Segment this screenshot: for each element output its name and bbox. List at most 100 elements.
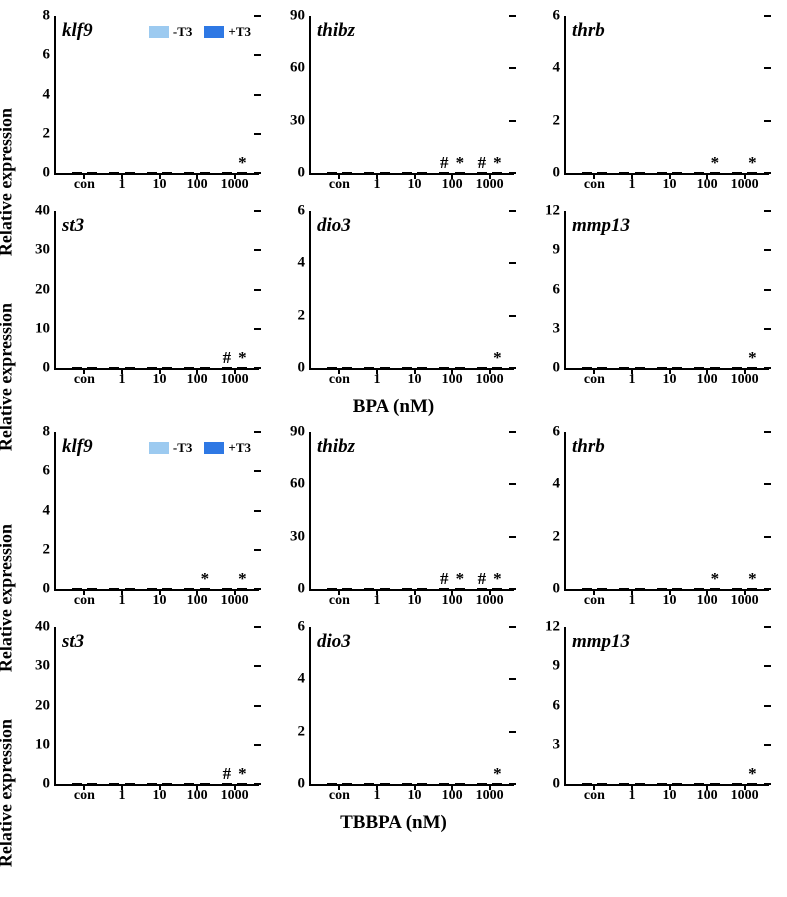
- x-tick-mark: [414, 589, 416, 595]
- x-tick-mark: [593, 173, 595, 179]
- x-tick-mark: [159, 589, 161, 595]
- x-tick-mark: [706, 589, 708, 595]
- bars-container: #*#*: [311, 432, 514, 589]
- plot-area: thrb0246con1101001000**: [564, 16, 769, 175]
- chart-panel: thibz0306090con1101001000#*#*: [265, 10, 520, 205]
- x-tick-mark: [338, 368, 340, 374]
- significance-star: *: [235, 348, 249, 368]
- chart-panel: Relative expressionklf9-T3+T302468con110…: [10, 426, 265, 621]
- x-tick-mark: [451, 589, 453, 595]
- y-tick-label: 4: [553, 476, 567, 493]
- x-tick-mark: [593, 784, 595, 790]
- significance-star: *: [235, 153, 249, 173]
- chart-panel: thrb0246con1101001000**: [520, 10, 775, 205]
- x-tick-mark: [376, 173, 378, 179]
- y-tick-label: 4: [43, 86, 57, 103]
- y-tick-label: 20: [35, 281, 56, 298]
- y-tick-label: 2: [298, 723, 312, 740]
- x-tick-mark: [234, 784, 236, 790]
- x-tick-mark: [159, 784, 161, 790]
- significance-hash: #: [220, 348, 234, 368]
- significance-star: *: [490, 348, 504, 368]
- x-tick-mark: [744, 173, 746, 179]
- significance-star: *: [745, 348, 759, 368]
- y-tick-label: 8: [43, 8, 57, 25]
- significance-star: *: [708, 153, 722, 173]
- panel-row: Relative expressionklf9-T3+T302468con110…: [10, 426, 777, 621]
- x-tick-mark: [234, 173, 236, 179]
- x-tick-mark: [159, 173, 161, 179]
- significance-hash: #: [475, 153, 489, 173]
- bars-container: *: [56, 16, 259, 173]
- figure: Relative expressionklf9-T3+T302468con110…: [10, 10, 777, 842]
- y-tick-label: 6: [553, 8, 567, 25]
- significance-hash: #: [437, 153, 451, 173]
- y-tick-label: 2: [298, 307, 312, 324]
- plot-area: mmp13036912con1101001000*: [564, 627, 769, 786]
- x-tick-mark: [83, 784, 85, 790]
- significance-star: *: [490, 569, 504, 589]
- x-tick-mark: [451, 173, 453, 179]
- y-tick-label: 9: [553, 658, 567, 675]
- x-tick-mark: [414, 368, 416, 374]
- x-tick-mark: [669, 368, 671, 374]
- chart-panel: Relative expressionklf9-T3+T302468con110…: [10, 10, 265, 205]
- y-tick-label: 0: [553, 165, 567, 182]
- x-tick-mark: [489, 784, 491, 790]
- y-tick-label: 4: [553, 60, 567, 77]
- chart-panel: Relative expressionst3010203040con110100…: [10, 205, 265, 400]
- plot-area: dio30246con1101001000*: [309, 627, 514, 786]
- x-tick-mark: [338, 784, 340, 790]
- x-tick-mark: [669, 173, 671, 179]
- x-tick-mark: [83, 173, 85, 179]
- y-tick-label: 30: [290, 528, 311, 545]
- significance-star: *: [235, 569, 249, 589]
- bars-container: **: [56, 432, 259, 589]
- y-tick-label: 6: [553, 424, 567, 441]
- bars-container: *: [566, 211, 769, 368]
- y-tick-label: 0: [298, 776, 312, 793]
- plot-area: klf9-T3+T302468con1101001000**: [54, 432, 259, 591]
- y-tick-label: 40: [35, 203, 56, 220]
- x-tick-mark: [706, 368, 708, 374]
- x-tick-mark: [744, 589, 746, 595]
- y-tick-label: 9: [553, 242, 567, 259]
- y-axis-label: Relative expression: [0, 719, 17, 867]
- y-tick-label: 2: [43, 541, 57, 558]
- y-tick-label: 90: [290, 424, 311, 441]
- y-tick-label: 6: [43, 463, 57, 480]
- plot-area: mmp13036912con1101001000*: [564, 211, 769, 370]
- x-tick-mark: [706, 173, 708, 179]
- significance-star: *: [453, 569, 467, 589]
- x-tick-mark: [593, 368, 595, 374]
- x-tick-mark: [121, 368, 123, 374]
- x-tick-mark: [744, 368, 746, 374]
- significance-star: *: [453, 153, 467, 173]
- y-tick-label: 3: [553, 320, 567, 337]
- x-tick-mark: [376, 784, 378, 790]
- y-tick-label: 6: [553, 697, 567, 714]
- chart-panel: dio30246con1101001000*: [265, 205, 520, 400]
- y-tick-label: 0: [43, 165, 57, 182]
- chart-panel: thibz0306090con1101001000#*#*: [265, 426, 520, 621]
- x-tick-mark: [451, 784, 453, 790]
- x-tick-mark: [121, 173, 123, 179]
- x-tick-mark: [593, 589, 595, 595]
- x-tick-mark: [451, 368, 453, 374]
- y-tick-label: 30: [35, 242, 56, 259]
- y-tick-label: 2: [43, 125, 57, 142]
- x-tick-mark: [196, 589, 198, 595]
- x-tick-mark: [744, 784, 746, 790]
- compound-block: Relative expressionklf9-T3+T302468con110…: [10, 10, 777, 426]
- significance-hash: #: [220, 764, 234, 784]
- significance-star: *: [490, 764, 504, 784]
- x-tick-mark: [196, 173, 198, 179]
- plot-area: st3010203040con1101001000#*: [54, 211, 259, 370]
- x-tick-mark: [669, 784, 671, 790]
- y-tick-label: 0: [298, 360, 312, 377]
- x-tick-mark: [414, 173, 416, 179]
- x-tick-mark: [196, 368, 198, 374]
- y-tick-label: 0: [43, 776, 57, 793]
- significance-hash: #: [475, 569, 489, 589]
- plot-area: dio30246con1101001000*: [309, 211, 514, 370]
